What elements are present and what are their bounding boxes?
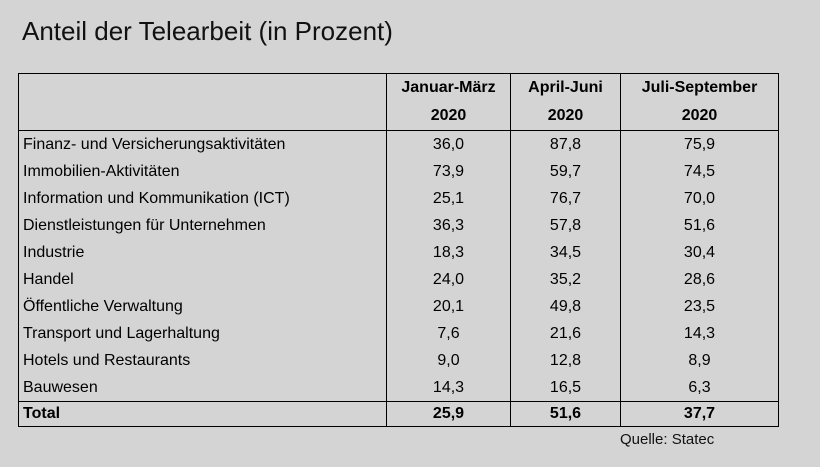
title: Anteil der Telearbeit (in Prozent) bbox=[22, 16, 393, 46]
table-row: Immobilien-Aktivitäten 73,9 59,7 74,5 bbox=[18, 158, 779, 185]
value-cell: 9,0 bbox=[386, 347, 511, 374]
header-cell: Januar-März 2020 bbox=[386, 73, 511, 131]
value-cell: 7,6 bbox=[386, 320, 511, 347]
value-cell: 14,3 bbox=[620, 320, 779, 347]
value-cell: 49,8 bbox=[510, 293, 621, 320]
value-cell: 28,6 bbox=[620, 266, 779, 293]
row-label: Bauwesen bbox=[18, 374, 387, 402]
row-label: Transport und Lagerhaltung bbox=[18, 320, 387, 347]
header-cell bbox=[18, 73, 387, 131]
value-cell: 37,7 bbox=[620, 401, 779, 427]
value-cell: 34,5 bbox=[510, 239, 621, 266]
table-body: Finanz- und Versicherungsaktivitäten 36,0… bbox=[18, 130, 779, 427]
header-line: 2020 bbox=[547, 107, 584, 124]
value-cell: 59,7 bbox=[510, 158, 621, 185]
row-label: Hotels und Restaurants bbox=[18, 347, 387, 374]
row-label: Total bbox=[18, 401, 387, 427]
table-row: Industrie 18,3 34,5 30,4 bbox=[18, 239, 779, 266]
value-cell: 23,5 bbox=[620, 293, 779, 320]
source: Quelle: Statec bbox=[620, 431, 715, 448]
value-cell: 25,1 bbox=[386, 185, 511, 212]
value-cell: 35,2 bbox=[510, 266, 621, 293]
table-row: Handel 24,0 35,2 28,6 bbox=[18, 266, 779, 293]
row-label: Immobilien-Aktivitäten bbox=[18, 158, 387, 185]
header-cell: April-Juni 2020 bbox=[510, 73, 621, 131]
value-cell: 73,9 bbox=[386, 158, 511, 185]
header-line: April-Juni bbox=[528, 79, 603, 96]
value-cell: 51,6 bbox=[620, 212, 779, 239]
data-table: Januar-März 2020 April-Juni 2020 Juli-Septem… bbox=[18, 73, 779, 427]
value-cell: 18,3 bbox=[386, 239, 511, 266]
row-label: Handel bbox=[18, 266, 387, 293]
header-line: 2020 bbox=[681, 107, 718, 124]
table-row: Hotels und Restaurants 9,0 12,8 8,9 bbox=[18, 347, 779, 374]
value-cell: 8,9 bbox=[620, 347, 779, 374]
table-row: Öffentliche Verwaltung 20,1 49,8 23,5 bbox=[18, 293, 779, 320]
row-label: Finanz- und Versicherungsaktivitäten bbox=[18, 130, 387, 158]
value-cell: 87,8 bbox=[510, 130, 621, 158]
row-label: Öffentliche Verwaltung bbox=[18, 293, 387, 320]
table-row: Transport und Lagerhaltung 7,6 21,6 14,3 bbox=[18, 320, 779, 347]
value-cell: 51,6 bbox=[510, 401, 621, 427]
value-cell: 76,7 bbox=[510, 185, 621, 212]
value-cell: 30,4 bbox=[620, 239, 779, 266]
value-cell: 24,0 bbox=[386, 266, 511, 293]
header-cell: Juli-September 2020 bbox=[620, 73, 779, 131]
row-label: Industrie bbox=[18, 239, 387, 266]
value-cell: 36,0 bbox=[386, 130, 511, 158]
value-cell: 14,3 bbox=[386, 374, 511, 402]
value-cell: 16,5 bbox=[510, 374, 621, 402]
table-row: Information und Kommunikation (ICT) 25,1 7… bbox=[18, 185, 779, 212]
value-cell: 20,1 bbox=[386, 293, 511, 320]
value-cell: 75,9 bbox=[620, 130, 779, 158]
value-cell: 57,8 bbox=[510, 212, 621, 239]
header-line: Januar-März bbox=[401, 79, 496, 96]
value-cell: 70,0 bbox=[620, 185, 779, 212]
value-cell: 74,5 bbox=[620, 158, 779, 185]
table-row: Finanz- und Versicherungsaktivitäten 36,0… bbox=[18, 130, 779, 158]
value-cell: 25,9 bbox=[386, 401, 511, 427]
row-label: Dienstleistungen für Unternehmen bbox=[18, 212, 387, 239]
row-label: Information und Kommunikation (ICT) bbox=[18, 185, 387, 212]
value-cell: 21,6 bbox=[510, 320, 621, 347]
table-row: Dienstleistungen für Unternehmen 36,3 57,8… bbox=[18, 212, 779, 239]
value-cell: 12,8 bbox=[510, 347, 621, 374]
value-cell: 36,3 bbox=[386, 212, 511, 239]
header-line: Juli-September bbox=[641, 79, 758, 96]
table-row: Bauwesen 14,3 16,5 6,3 bbox=[18, 374, 779, 402]
value-cell: 6,3 bbox=[620, 374, 779, 402]
header-line: 2020 bbox=[430, 107, 467, 124]
header-row: Januar-März 2020 April-Juni 2020 Juli-Septem… bbox=[18, 73, 779, 131]
total-row: Total 25,9 51,6 37,7 bbox=[18, 401, 779, 427]
